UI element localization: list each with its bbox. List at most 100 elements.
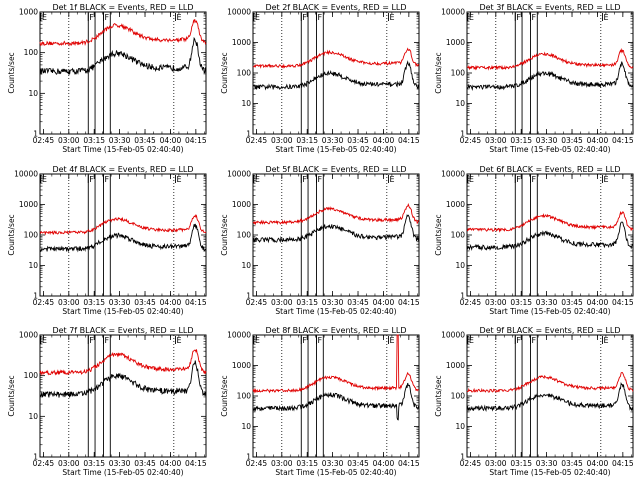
series-events-line	[466, 221, 634, 251]
x-tick-label: 04:15	[185, 136, 207, 145]
marker-label: E	[177, 175, 182, 184]
y-tick-label: 1	[33, 292, 38, 301]
x-tick-label: 03:15	[83, 298, 105, 307]
panel-title: Det 6f BLACK = Events, RED = LLD	[479, 165, 620, 174]
plot-frame	[39, 173, 207, 297]
series-lld-line	[252, 334, 419, 394]
x-axis-label: Start Time (15-Feb-05 02:40:40)	[62, 145, 183, 154]
x-tick-label: 02:45	[246, 136, 268, 145]
x-tick-label: 03:45	[347, 459, 369, 468]
y-tick-label: 100	[237, 392, 252, 401]
x-tick-label: 02:45	[460, 459, 482, 468]
x-tick-label: 03:30	[109, 136, 131, 145]
x-tick-label: 02:45	[460, 136, 482, 145]
x-tick-label: 03:15	[83, 459, 105, 468]
series-events-line	[39, 360, 207, 398]
marker-label: F	[89, 175, 94, 184]
panel-title: Det 8f BLACK = Events, RED = LLD	[265, 326, 406, 335]
x-tick-label: 04:00	[587, 136, 609, 145]
x-tick-label: 03:00	[58, 298, 80, 307]
panel-title: Det 3f BLACK = Events, RED = LLD	[479, 3, 620, 12]
x-tick-label: 03:15	[296, 136, 318, 145]
panel-det-5: Det 5f BLACK = Events, RED = LLD 1 10 100 10…	[220, 165, 420, 316]
y-tick-label: 100	[451, 231, 466, 240]
x-tick-label: 04:00	[587, 459, 609, 468]
marker-label: F	[516, 13, 521, 22]
x-tick-label: 03:45	[561, 298, 583, 307]
x-tick-label: 03:45	[134, 136, 156, 145]
y-tick-label: 1000	[232, 200, 251, 209]
y-tick-label: 100	[451, 392, 466, 401]
x-tick-label: 03:45	[347, 136, 369, 145]
panel-title: Det 1f BLACK = Events, RED = LLD	[52, 3, 193, 12]
y-axis-label: Counts/sec	[434, 52, 443, 93]
y-tick-label: 1000	[19, 200, 38, 209]
x-tick-label: 04:15	[612, 298, 634, 307]
y-tick-label: 10	[28, 261, 38, 270]
x-tick-label: 04:00	[373, 298, 395, 307]
series-events-line	[466, 61, 634, 92]
plot-frame	[252, 11, 420, 135]
series-lld-line	[252, 203, 420, 226]
x-tick-label: 02:45	[246, 459, 268, 468]
series-lld-line	[466, 47, 634, 71]
series-events-line	[252, 214, 420, 244]
y-tick-label: 100	[24, 371, 39, 380]
y-tick-label: 1000	[19, 331, 38, 340]
series-events-line	[252, 60, 420, 91]
y-tick-label: 1000	[232, 38, 251, 47]
y-tick-label: 1000	[232, 361, 251, 370]
marker-label: F	[516, 175, 521, 184]
x-tick-label: 04:15	[398, 298, 420, 307]
x-tick-label: 03:00	[271, 459, 293, 468]
x-tick-label: 03:30	[109, 459, 131, 468]
x-axis-label: Start Time (15-Feb-05 02:40:40)	[62, 307, 183, 316]
marker-label: E	[177, 336, 182, 345]
x-tick-label: 04:15	[398, 136, 420, 145]
x-tick-label: 04:15	[398, 459, 420, 468]
x-tick-label: 03:30	[322, 298, 344, 307]
x-tick-label: 04:00	[160, 136, 182, 145]
marker-label: E	[390, 13, 395, 22]
marker-label: E	[255, 336, 260, 345]
marker-label: E	[469, 13, 474, 22]
y-axis-label: Counts/sec	[7, 52, 16, 93]
y-tick-label: 10	[241, 99, 251, 108]
x-tick-label: 04:15	[612, 136, 634, 145]
marker-label: F	[318, 175, 323, 184]
y-axis-label: Counts/sec	[434, 375, 443, 416]
panel-det-4: Det 4f BLACK = Events, RED = LLD 1 10 100 10…	[7, 165, 207, 316]
x-tick-label: 03:15	[296, 298, 318, 307]
marker-label: E	[469, 336, 474, 345]
x-tick-label: 03:00	[58, 136, 80, 145]
y-tick-label: 10000	[14, 170, 38, 179]
y-axis-label: Counts/sec	[7, 214, 16, 255]
x-tick-label: 03:30	[536, 298, 558, 307]
marker-label: E	[42, 13, 47, 22]
x-tick-label: 03:45	[134, 298, 156, 307]
x-tick-label: 03:45	[347, 298, 369, 307]
y-tick-label: 10	[455, 422, 465, 431]
y-tick-label: 10	[241, 261, 251, 270]
y-tick-label: 1000	[446, 200, 465, 209]
y-axis-label: Counts/sec	[434, 214, 443, 255]
y-tick-label: 10000	[227, 170, 251, 179]
y-tick-label: 10000	[441, 170, 465, 179]
x-tick-label: 03:30	[536, 136, 558, 145]
panel-title: Det 9f BLACK = Events, RED = LLD	[479, 326, 620, 335]
panel-det-2: Det 2f BLACK = Events, RED = LLD 1 10 100 10…	[220, 3, 420, 154]
y-tick-label: 1	[33, 130, 38, 139]
y-tick-label: 1	[246, 453, 251, 462]
x-axis-label: Start Time (15-Feb-05 02:40:40)	[489, 468, 610, 477]
plot-frame	[466, 173, 634, 297]
marker-label: E	[604, 13, 609, 22]
y-axis-label: Counts/sec	[220, 375, 229, 416]
x-axis-label: Start Time (15-Feb-05 02:40:40)	[275, 145, 396, 154]
y-tick-label: 10	[241, 422, 251, 431]
y-tick-label: 1	[460, 453, 465, 462]
y-tick-label: 100	[24, 48, 39, 57]
y-tick-label: 1	[460, 130, 465, 139]
y-tick-label: 10	[28, 89, 38, 98]
marker-label: F	[532, 336, 537, 345]
